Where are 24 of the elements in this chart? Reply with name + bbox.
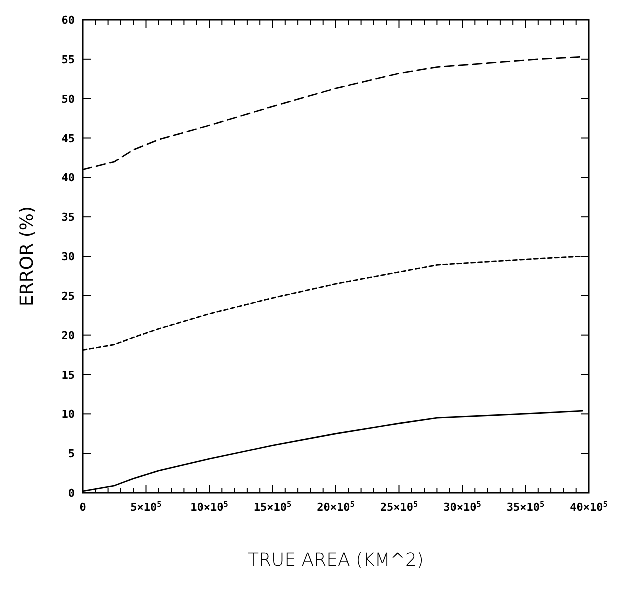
y-tick-label: 20: [62, 329, 75, 342]
y-tick-label: 25: [62, 290, 75, 303]
x-tick-label: 0: [80, 501, 86, 514]
y-tick-label: 5: [68, 448, 75, 461]
x-tick-label: 35×10$^{5}$: [506, 500, 545, 514]
y-tick-label: 45: [62, 132, 75, 146]
x-tick-label: 15×10$^{5}$: [254, 500, 292, 514]
y-tick-label: 30: [62, 250, 75, 264]
y-tick-label: 10: [62, 408, 75, 422]
y-tick-label: 0: [68, 487, 75, 500]
x-tick-label: 20×10$^{5}$: [317, 500, 356, 514]
y-tick-label: 40: [62, 172, 75, 185]
x-tick-label: 30×10$^{5}$: [444, 500, 482, 514]
x-tick-label: 5×10$^{5}$: [130, 500, 162, 514]
x-tick-label: 40×10$^{5}$: [570, 500, 608, 514]
x-axis-title: TRUE AREA (KM^2): [248, 550, 424, 571]
x-tick-label: 10×10$^{5}$: [190, 500, 229, 514]
y-tick-label: 50: [62, 92, 75, 106]
y-tick-label: 35: [62, 211, 75, 224]
x-tick-label: 25×10$^{5}$: [380, 500, 418, 514]
y-tick-label: 60: [62, 14, 75, 27]
y-axis-title: ERROR (%): [17, 206, 38, 306]
y-tick-label: 55: [62, 53, 75, 66]
y-tick-label: 15: [62, 368, 75, 382]
